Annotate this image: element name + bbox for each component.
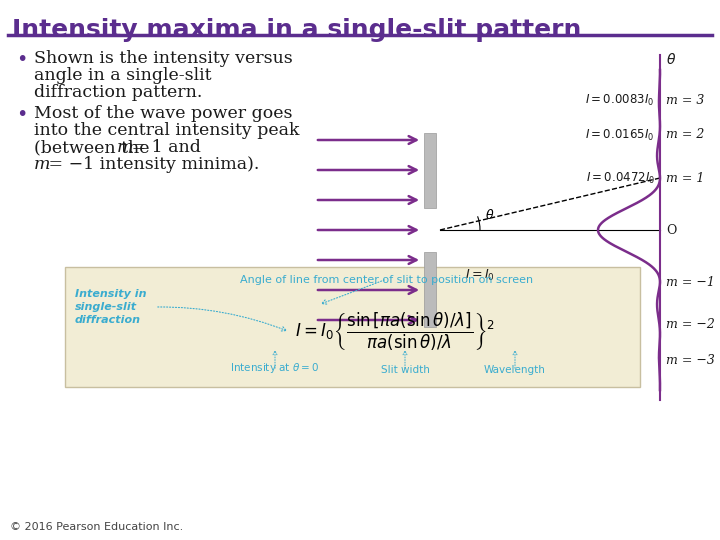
Text: m: m bbox=[34, 156, 50, 173]
Text: m = 3: m = 3 bbox=[666, 93, 704, 106]
Text: $I = I_0\left\{\dfrac{\sin\left[\pi a(\sin\theta)/\lambda\right]}{\pi a(\sin\the: $I = I_0\left\{\dfrac{\sin\left[\pi a(\s… bbox=[295, 311, 495, 353]
Text: •: • bbox=[16, 105, 27, 124]
Text: into the central intensity peak: into the central intensity peak bbox=[34, 122, 300, 139]
Text: Intensity at $\theta = 0$: Intensity at $\theta = 0$ bbox=[230, 361, 320, 375]
Text: single-slit: single-slit bbox=[75, 302, 137, 312]
Text: diffraction: diffraction bbox=[75, 315, 141, 325]
Text: angle in a single-slit: angle in a single-slit bbox=[34, 67, 212, 84]
Text: m = −1: m = −1 bbox=[666, 275, 715, 288]
Text: (between the: (between the bbox=[34, 139, 155, 156]
Text: $\theta$: $\theta$ bbox=[485, 208, 495, 222]
Text: Slit width: Slit width bbox=[381, 365, 429, 375]
Text: diffraction pattern.: diffraction pattern. bbox=[34, 84, 202, 101]
Text: $I = 0.0472I_0$: $I = 0.0472I_0$ bbox=[586, 171, 655, 186]
Text: •: • bbox=[16, 50, 27, 69]
Text: Angle of line from center of slit to position on screen: Angle of line from center of slit to pos… bbox=[240, 275, 534, 285]
Text: = 1 and: = 1 and bbox=[126, 139, 201, 156]
Text: Shown is the intensity versus: Shown is the intensity versus bbox=[34, 50, 293, 67]
Text: Wavelength: Wavelength bbox=[484, 365, 546, 375]
Bar bbox=[65, 267, 640, 387]
Text: Intensity maxima in a single-slit pattern: Intensity maxima in a single-slit patter… bbox=[12, 18, 581, 42]
Text: O: O bbox=[666, 224, 676, 237]
Text: © 2016 Pearson Education Inc.: © 2016 Pearson Education Inc. bbox=[10, 522, 184, 532]
Text: m = −3: m = −3 bbox=[666, 354, 715, 367]
Text: m = 2: m = 2 bbox=[666, 129, 704, 141]
Text: $\theta$: $\theta$ bbox=[666, 52, 676, 68]
Text: Most of the wave power goes: Most of the wave power goes bbox=[34, 105, 292, 122]
Text: Intensity in: Intensity in bbox=[75, 289, 146, 299]
Text: $I = 0.0083I_0$: $I = 0.0083I_0$ bbox=[585, 92, 654, 107]
Text: m = 1: m = 1 bbox=[666, 172, 704, 185]
Text: m = −2: m = −2 bbox=[666, 319, 715, 332]
Text: = −1 intensity minima).: = −1 intensity minima). bbox=[43, 156, 259, 173]
Text: m: m bbox=[117, 139, 133, 156]
Bar bbox=[424, 252, 436, 327]
Text: $I = I_0$: $I = I_0$ bbox=[465, 268, 495, 283]
Bar bbox=[424, 133, 436, 208]
Text: $I = 0.0165I_0$: $I = 0.0165I_0$ bbox=[585, 127, 654, 143]
